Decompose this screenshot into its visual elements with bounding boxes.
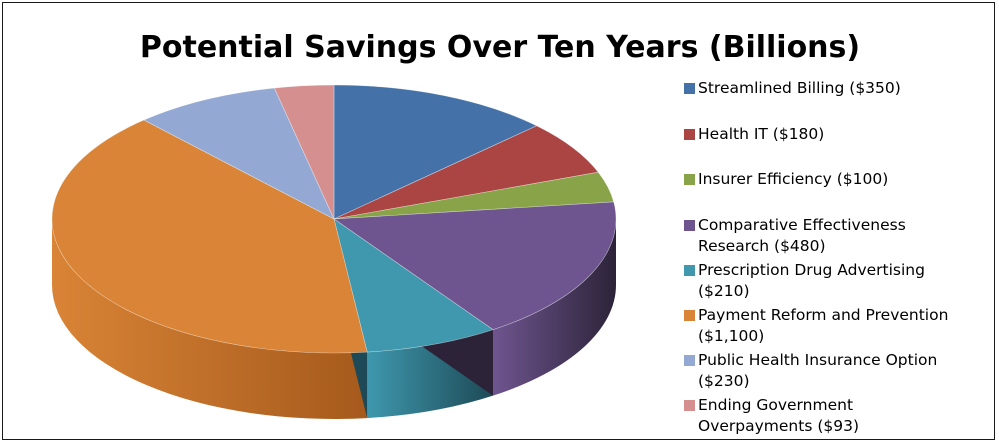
pie-side-5 — [52, 219, 368, 419]
pie-slice-streamlined-billing — [333, 84, 538, 220]
legend-swatch — [684, 399, 695, 411]
legend-swatch — [684, 128, 695, 140]
legend-label: Comparative Effectiveness Research ($480… — [698, 215, 906, 255]
legend-label: Prescription Drug Advertising ($210) — [698, 260, 925, 300]
legend-swatch — [684, 354, 695, 366]
legend-label: Public Health Insurance Option ($230) — [698, 350, 938, 390]
legend-swatch — [684, 83, 695, 94]
legend-swatch — [684, 174, 695, 185]
pie-slice-health-it — [333, 125, 599, 220]
legend-label: Ending Government Overpayments ($93) — [698, 395, 860, 435]
pie-slice-prescription-drug-advertising — [333, 218, 494, 353]
legend-swatch — [684, 309, 695, 321]
legend-label: Payment Reform and Prevention ($1,100) — [698, 305, 949, 345]
pie-slice-comparative-effectiveness-research — [333, 201, 617, 331]
legend-swatch — [684, 219, 695, 231]
pie-slice-ending-government-overpayments — [273, 84, 335, 220]
pie-top — [51, 84, 617, 354]
legend-label: Streamlined Billing ($350) — [698, 79, 901, 97]
legend-label: Health IT ($180) — [698, 124, 825, 143]
pie-slice-payment-reform-and-prevention — [51, 119, 368, 354]
pie-side-3 — [492, 219, 616, 396]
chart-title: Potential Savings Over Ten Years (Billio… — [139, 30, 861, 65]
legend-label: Insurer Efficiency ($100) — [698, 170, 889, 188]
pie-slice-public-health-insurance-option — [143, 87, 335, 220]
legend-swatch — [684, 264, 695, 276]
